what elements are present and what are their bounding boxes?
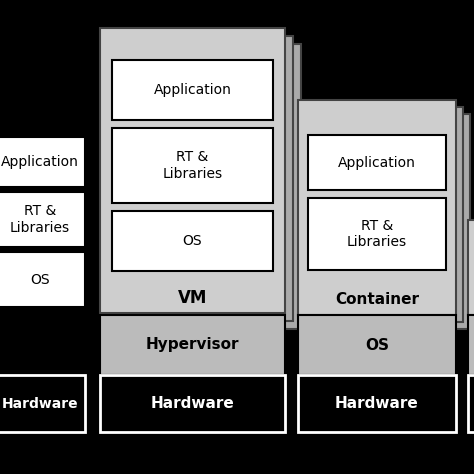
Bar bbox=[116, 44, 301, 329]
Text: RT &
Libraries: RT & Libraries bbox=[10, 204, 70, 235]
Bar bbox=[298, 100, 456, 315]
Bar bbox=[108, 36, 293, 321]
Text: Hardware: Hardware bbox=[151, 396, 234, 411]
Text: Hardware: Hardware bbox=[2, 396, 78, 410]
Bar bbox=[308, 135, 446, 190]
Text: Application: Application bbox=[154, 83, 231, 97]
Bar bbox=[298, 375, 456, 432]
Bar bbox=[0, 252, 85, 307]
Bar bbox=[468, 220, 474, 315]
Text: VM: VM bbox=[178, 289, 207, 307]
Text: Container: Container bbox=[335, 292, 419, 308]
Text: RT &
Libraries: RT & Libraries bbox=[347, 219, 407, 249]
Bar bbox=[112, 60, 273, 120]
Text: OS: OS bbox=[182, 234, 202, 248]
Text: Application: Application bbox=[338, 155, 416, 170]
Bar bbox=[312, 114, 470, 329]
Bar bbox=[100, 375, 285, 432]
Text: Hardware: Hardware bbox=[335, 396, 419, 411]
Bar bbox=[468, 375, 474, 432]
Bar bbox=[468, 315, 474, 375]
Bar bbox=[112, 211, 273, 271]
Text: Hypervisor: Hypervisor bbox=[146, 337, 239, 353]
Bar bbox=[298, 315, 456, 375]
Text: Application: Application bbox=[1, 155, 79, 169]
Text: RT &
Libraries: RT & Libraries bbox=[163, 150, 223, 181]
Bar bbox=[305, 107, 463, 322]
Bar bbox=[0, 375, 85, 432]
Bar bbox=[0, 137, 85, 187]
Bar bbox=[308, 198, 446, 270]
Bar bbox=[0, 192, 85, 247]
Bar bbox=[112, 128, 273, 203]
Bar bbox=[100, 28, 285, 313]
Bar bbox=[100, 315, 285, 375]
Text: OS: OS bbox=[365, 337, 389, 353]
Text: OS: OS bbox=[30, 273, 50, 286]
